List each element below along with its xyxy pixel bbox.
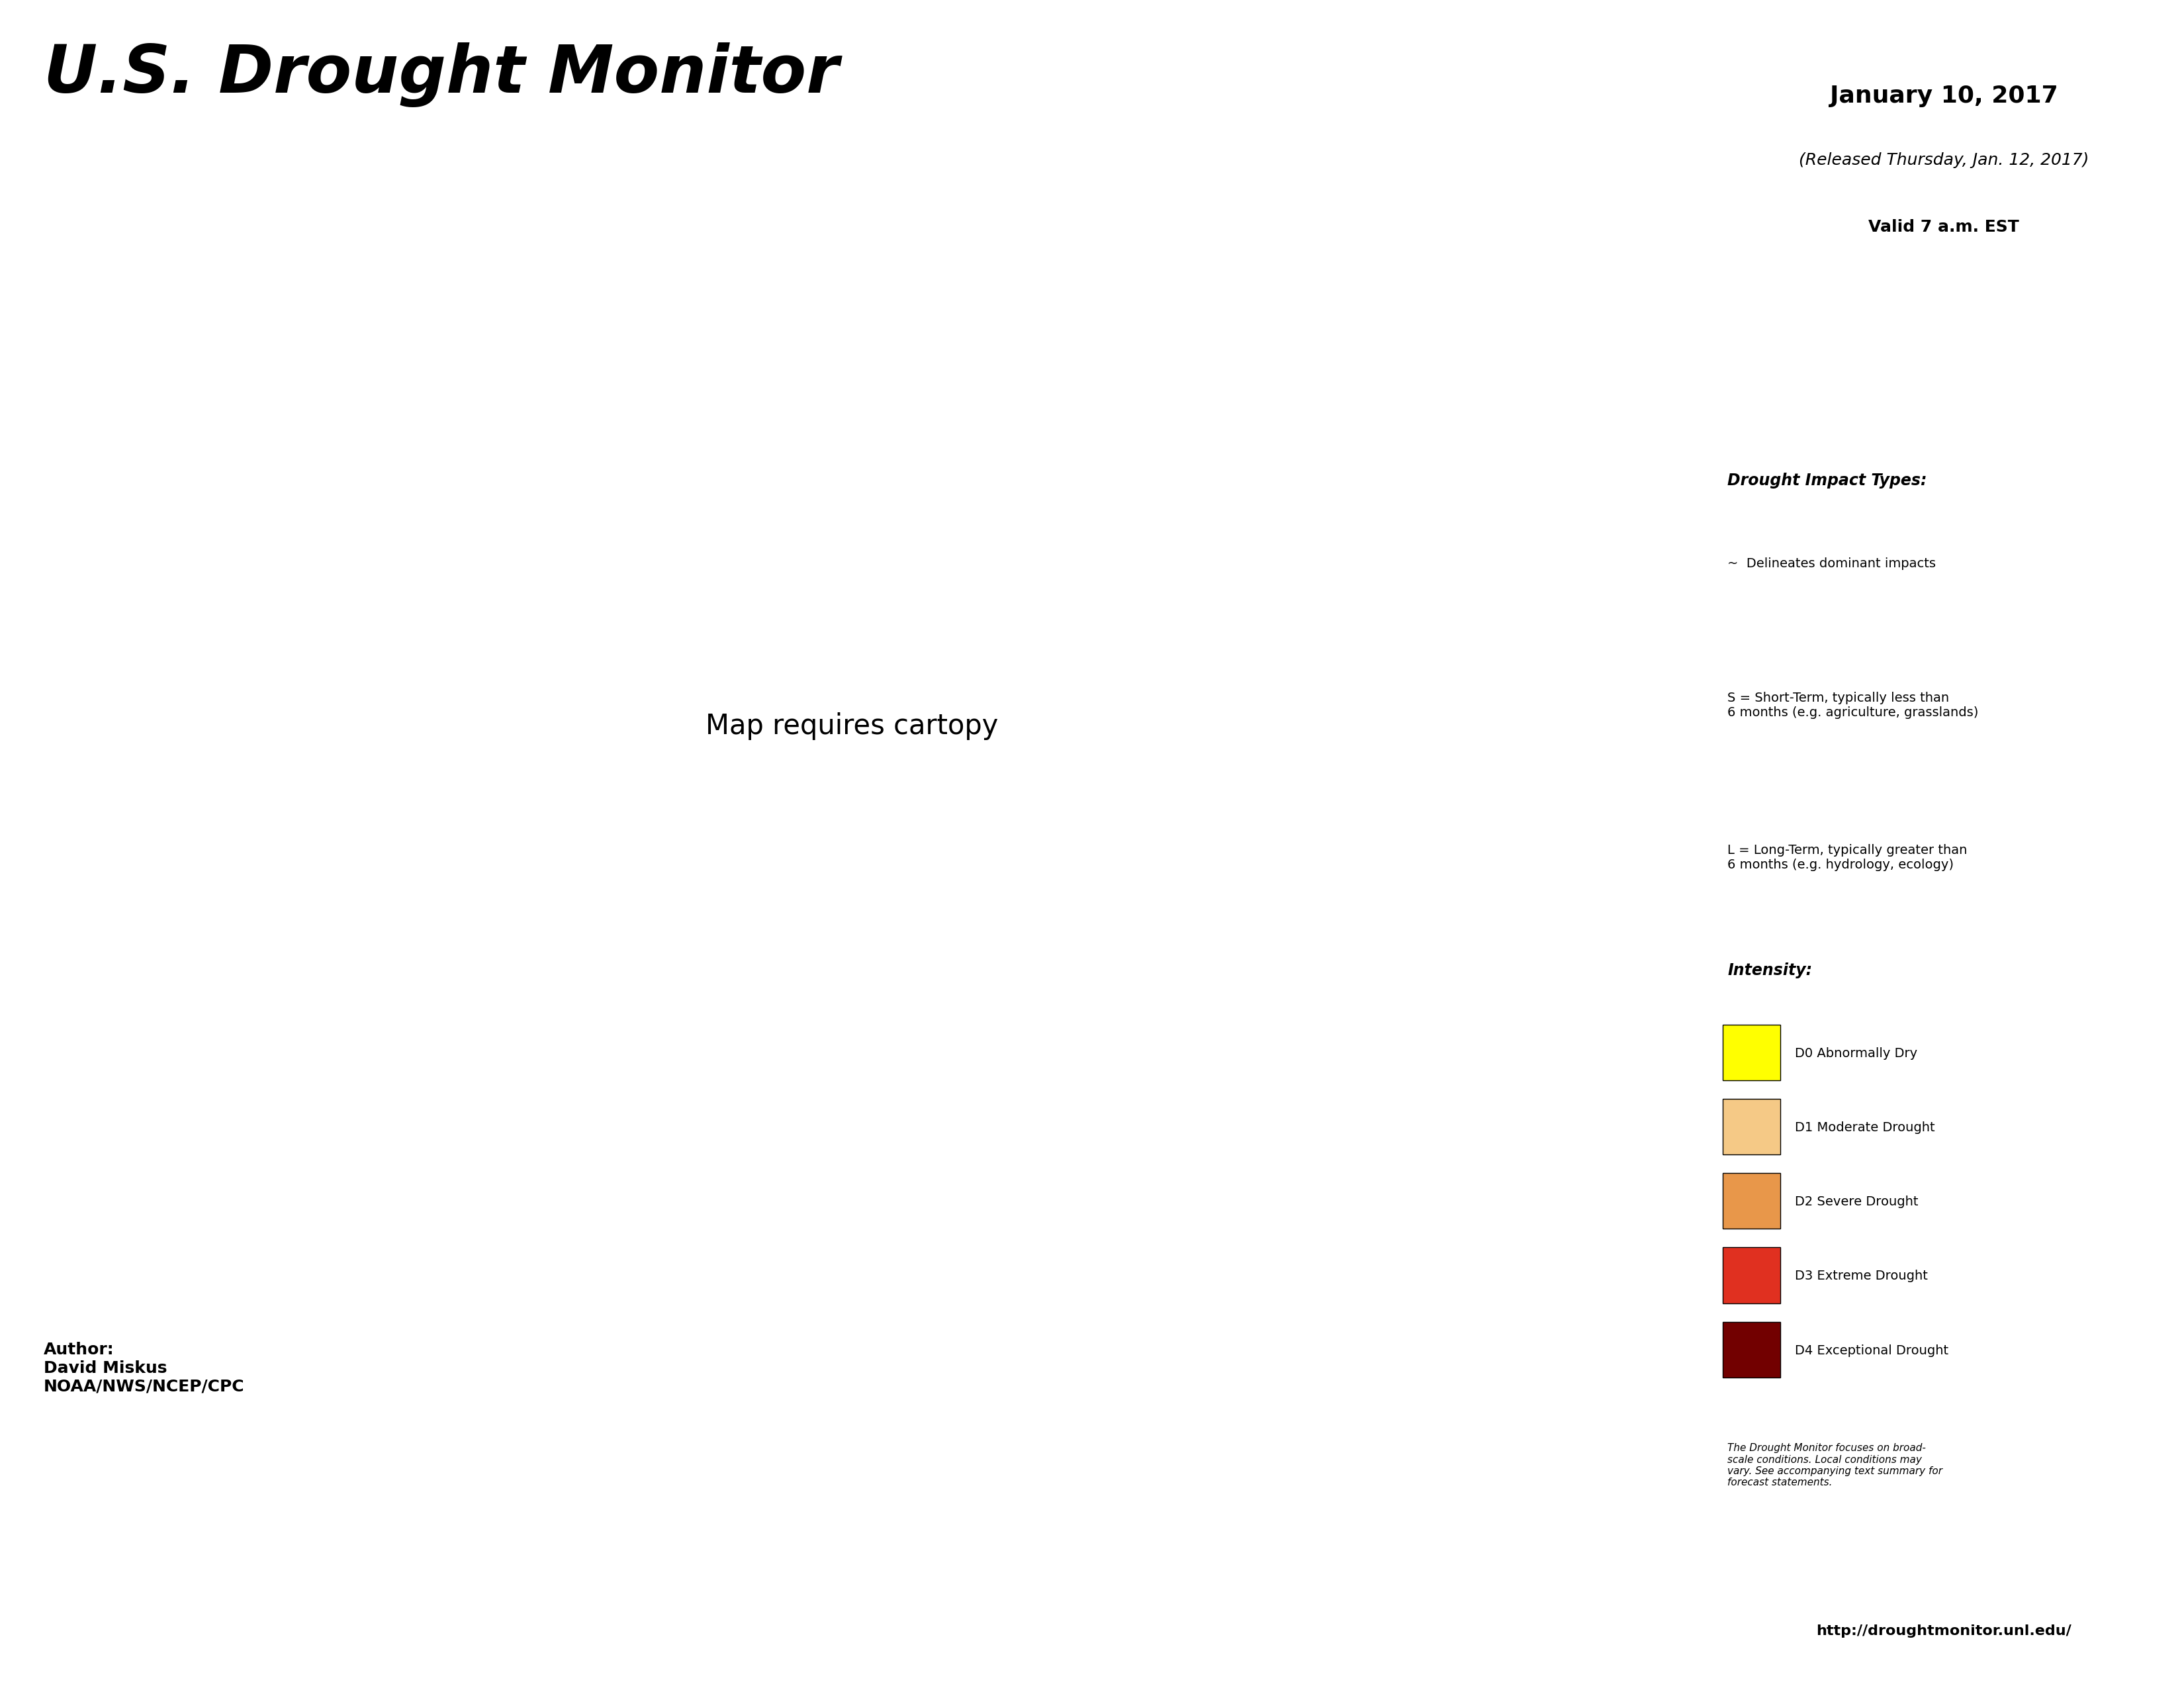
Text: (Released Thursday, Jan. 12, 2017): (Released Thursday, Jan. 12, 2017) [1800, 152, 2088, 167]
Bar [1723, 1099, 1780, 1155]
Text: Intensity:: Intensity: [1728, 962, 1813, 977]
Text: January 10, 2017: January 10, 2017 [1830, 84, 2057, 106]
Bar [1723, 1173, 1780, 1229]
Text: The Drought Monitor focuses on broad-
scale conditions. Local conditions may
var: The Drought Monitor focuses on broad- sc… [1728, 1443, 1942, 1487]
Text: L = Long-Term, typically greater than
6 months (e.g. hydrology, ecology): L = Long-Term, typically greater than 6 … [1728, 844, 1968, 871]
Text: Drought Impact Types:: Drought Impact Types: [1728, 473, 1926, 488]
Text: S = Short-Term, typically less than
6 months (e.g. agriculture, grasslands): S = Short-Term, typically less than 6 mo… [1728, 692, 1979, 719]
Text: D0 Abnormally Dry: D0 Abnormally Dry [1795, 1047, 1918, 1060]
Text: D2 Severe Drought: D2 Severe Drought [1795, 1195, 1918, 1209]
Text: D1 Moderate Drought: D1 Moderate Drought [1795, 1121, 1935, 1134]
Text: http://droughtmonitor.unl.edu/: http://droughtmonitor.unl.edu/ [1817, 1624, 2070, 1637]
Bar [1723, 1322, 1780, 1377]
Text: Map requires cartopy: Map requires cartopy [705, 712, 998, 739]
Text: Author:
David Miskus
NOAA/NWS/NCEP/CPC: Author: David Miskus NOAA/NWS/NCEP/CPC [44, 1342, 245, 1394]
Text: Valid 7 a.m. EST: Valid 7 a.m. EST [1867, 219, 2020, 235]
Text: D4 Exceptional Drought: D4 Exceptional Drought [1795, 1344, 1948, 1357]
Text: D3 Extreme Drought: D3 Extreme Drought [1795, 1269, 1928, 1283]
Text: U.S. Drought Monitor: U.S. Drought Monitor [44, 42, 839, 106]
Text: ~  Delineates dominant impacts: ~ Delineates dominant impacts [1728, 557, 1935, 569]
Bar [1723, 1247, 1780, 1303]
Bar [1723, 1025, 1780, 1080]
